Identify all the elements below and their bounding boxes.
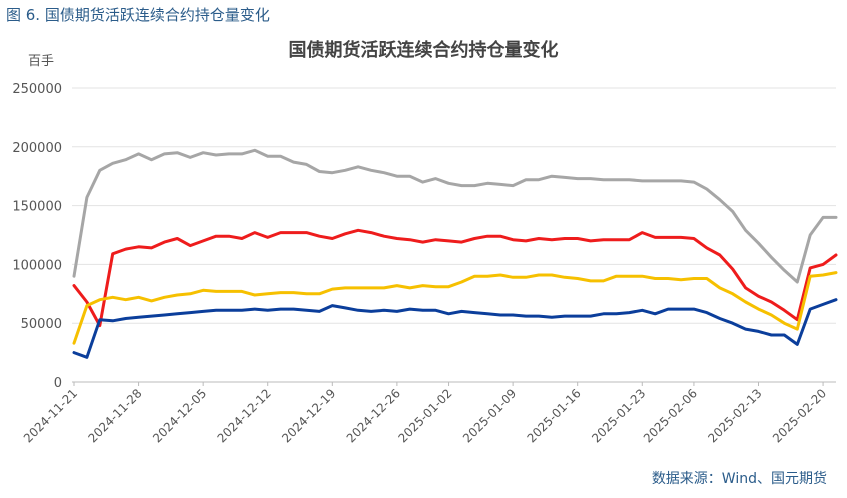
x-tick-label: 2024-11-21: [21, 386, 80, 445]
y-tick-label: 150000: [12, 200, 62, 215]
x-tick-label: 2025-02-20: [770, 386, 829, 445]
series-line-1: [72, 148, 838, 284]
x-tick-label: 2024-12-05: [150, 386, 209, 445]
y-tick-label: 100000: [12, 258, 62, 273]
x-tick-label: 2025-02-06: [641, 386, 700, 445]
gridlines: [72, 87, 836, 324]
x-tick-label: 2025-02-13: [705, 386, 764, 445]
x-tick-label: 2025-01-09: [460, 386, 519, 445]
y-tick-label: 200000: [12, 141, 62, 156]
y-tick-labels: 0 50000 100000 150000 200000 250000: [12, 82, 62, 391]
x-tick-label: 2024-12-12: [215, 386, 274, 445]
x-tick-label: 2024-11-28: [85, 386, 144, 445]
y-axis-unit-label: 百手: [28, 54, 55, 69]
source-note: 数据来源：Wind、国元期货: [651, 471, 827, 487]
x-tick-label: 2025-01-16: [525, 386, 584, 445]
x-tick-label: 2025-01-23: [589, 386, 648, 445]
series-lines: [72, 148, 838, 359]
x-tick-labels: 2024-11-21 2024-11-28 2024-12-05 2024-12-12…: [21, 382, 829, 445]
x-tick-label: 2024-12-26: [344, 386, 403, 445]
y-tick-label: 0: [54, 376, 62, 391]
series-line-3: [72, 271, 838, 345]
series-line-4: [72, 298, 838, 359]
x-tick-label: 2025-01-02: [395, 386, 454, 445]
chart-title: 国债期货活跃连续合约持仓量变化: [288, 40, 559, 61]
y-tick-label: 50000: [21, 317, 62, 332]
figure-caption: 图 6. 国债期货活跃连续合约持仓量变化: [6, 6, 270, 24]
series-line-2: [72, 228, 838, 328]
x-tick-label: 2024-12-19: [279, 386, 338, 445]
y-tick-label: 250000: [12, 82, 62, 97]
